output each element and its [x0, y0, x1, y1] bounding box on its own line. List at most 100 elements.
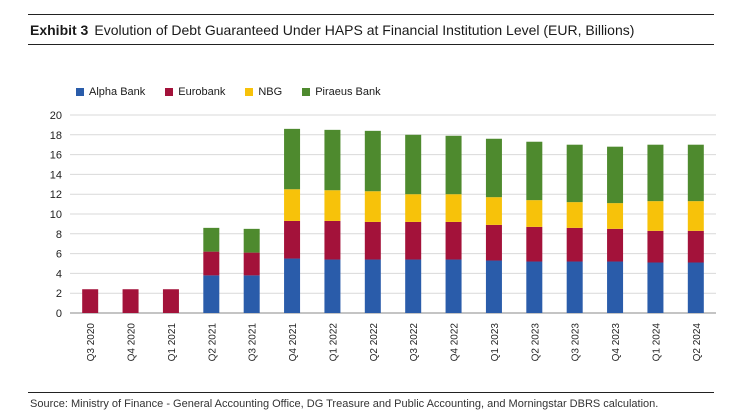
bar-segment-alpha-bank [566, 261, 583, 313]
bar-segment-eurobank [203, 251, 220, 276]
bar-segment-piraeus-bank [284, 128, 301, 190]
bar-segment-eurobank [162, 289, 179, 313]
bar-segment-nbg [284, 189, 301, 221]
bar-segment-eurobank [647, 230, 664, 263]
legend-item-piraeus: Piraeus Bank [302, 86, 381, 98]
x-tick-label: Q4 2023 [611, 323, 622, 362]
y-tick-label: 10 [50, 209, 62, 221]
legend-swatch-eurobank [165, 88, 174, 96]
x-tick-label: Q3 2020 [86, 323, 97, 362]
bar-segment-alpha-bank [647, 262, 664, 313]
bar-segment-eurobank [243, 252, 260, 276]
y-tick-label: 16 [50, 150, 62, 162]
bar-segment-piraeus-bank [687, 144, 704, 202]
title-top-rule [28, 14, 714, 15]
legend-label-nbg: NBG [258, 86, 283, 98]
chart-legend: Alpha Bank Eurobank NBG Piraeus Bank [76, 86, 381, 98]
bar-segment-eurobank [485, 224, 502, 261]
bar-segment-piraeus-bank [364, 130, 381, 192]
x-tick-label: Q4 2020 [127, 323, 138, 362]
x-tick-label: Q4 2021 [288, 323, 299, 362]
legend-label-piraeus: Piraeus Bank [315, 86, 381, 98]
bar-segment-nbg [485, 197, 502, 225]
bar-segment-alpha-bank [324, 259, 341, 313]
bar-segment-eurobank [566, 227, 583, 262]
y-tick-label: 6 [56, 249, 62, 261]
y-tick-label: 0 [56, 308, 62, 320]
legend-item-alpha: Alpha Bank [76, 86, 145, 98]
x-tick-label: Q4 2022 [450, 323, 461, 362]
bar-segment-alpha-bank [405, 259, 422, 313]
legend-label-alpha: Alpha Bank [89, 86, 146, 98]
x-tick-label: Q2 2023 [530, 323, 541, 362]
bar-segment-eurobank [405, 221, 422, 260]
bar-segment-nbg [607, 203, 624, 229]
bar-segment-nbg [324, 190, 341, 221]
bar-segment-alpha-bank [203, 275, 220, 313]
legend-swatch-alpha [76, 88, 84, 96]
bar-segment-alpha-bank [364, 259, 381, 313]
bar-segment-alpha-bank [284, 258, 301, 313]
x-tick-label: Q2 2024 [692, 323, 703, 362]
y-tick-label: 20 [50, 110, 62, 122]
bar-segment-piraeus-bank [324, 129, 341, 191]
title-text: Evolution of Debt Guaranteed Under HAPS … [94, 22, 635, 38]
x-tick-label: Q1 2023 [490, 323, 501, 362]
legend-label-eurobank: Eurobank [178, 86, 226, 98]
x-tick-label: Q2 2021 [207, 323, 218, 362]
bar-segment-alpha-bank [445, 259, 462, 313]
x-tick-label: Q3 2021 [248, 323, 259, 362]
bar-segment-piraeus-bank [485, 138, 502, 198]
bar-segment-nbg [687, 201, 704, 231]
y-tick-label: 8 [56, 229, 62, 241]
bar-segment-eurobank [364, 221, 381, 260]
bar-segment-eurobank [82, 289, 99, 313]
x-tick-label: Q1 2021 [167, 323, 178, 362]
bar-segment-piraeus-bank [607, 146, 624, 204]
y-tick-label: 14 [50, 169, 62, 181]
bar-segment-piraeus-bank [445, 135, 462, 195]
exhibit-label: Exhibit 3 [30, 22, 89, 38]
bar-segment-nbg [364, 191, 381, 222]
y-tick-label: 18 [50, 130, 62, 142]
bar-segment-eurobank [687, 230, 704, 263]
source-note: Source: Ministry of Finance - General Ac… [30, 398, 659, 410]
y-tick-label: 2 [56, 288, 62, 300]
bar-segment-alpha-bank [526, 261, 543, 313]
bar-segment-eurobank [526, 226, 543, 262]
chart-title: Exhibit 3 Evolution of Debt Guaranteed Un… [30, 22, 634, 38]
legend-swatch-piraeus [302, 88, 311, 96]
bar-segment-nbg [566, 202, 583, 228]
bar-segment-eurobank [607, 228, 624, 262]
bar-segment-nbg [526, 200, 543, 227]
source-top-rule [28, 392, 714, 393]
bar-segment-nbg [405, 194, 422, 222]
bar-segment-nbg [445, 194, 462, 222]
bar-segment-alpha-bank [687, 262, 704, 313]
x-tick-label: Q1 2024 [651, 323, 662, 362]
y-tick-label: 12 [50, 189, 62, 201]
x-tick-label: Q3 2022 [409, 323, 420, 362]
bar-segment-alpha-bank [485, 260, 502, 313]
bar-segment-eurobank [284, 220, 301, 259]
x-tick-label: Q2 2022 [369, 323, 380, 362]
bar-segment-alpha-bank [243, 275, 260, 313]
bar-segment-piraeus-bank [566, 144, 583, 203]
bar-segment-eurobank [445, 221, 462, 260]
bar-segment-eurobank [324, 220, 341, 260]
x-tick-label: Q3 2023 [571, 323, 582, 362]
bar-segment-piraeus-bank [647, 144, 664, 202]
bar-segment-piraeus-bank [405, 134, 422, 195]
legend-swatch-nbg [245, 88, 254, 96]
bar-segment-piraeus-bank [243, 228, 260, 253]
bar-segment-alpha-bank [607, 261, 624, 313]
legend-item-eurobank: Eurobank [165, 86, 225, 98]
y-tick-label: 4 [56, 268, 62, 280]
legend-item-nbg: NBG [245, 86, 282, 98]
bar-segment-piraeus-bank [526, 141, 543, 201]
x-tick-label: Q1 2022 [328, 323, 339, 362]
bar-segment-eurobank [122, 289, 139, 313]
title-bottom-rule [28, 44, 714, 45]
bar-segment-piraeus-bank [203, 227, 220, 252]
